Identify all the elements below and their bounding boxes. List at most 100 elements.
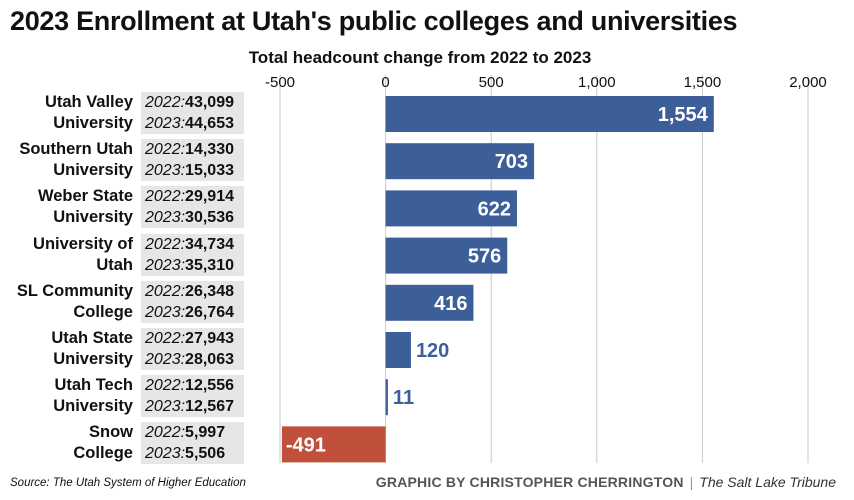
institution-row: Weber State University 2022:29,914 2023:30,… (0, 186, 260, 230)
credit-line: GRAPHIC BY CHRISTOPHER CHERRINGTON | The S… (376, 474, 836, 490)
institution-row: Southern Utah University 2022:14,330 2023:1… (0, 139, 260, 183)
institution-name-line: SL Community (16, 281, 133, 300)
year-label: 2023: (145, 398, 186, 416)
year-label: 2022: (145, 235, 186, 253)
year-label: 2023: (145, 445, 186, 463)
bars (281, 96, 714, 463)
institution-name-line: University (53, 397, 133, 416)
enrollment-2023: 2023:44,653 (145, 113, 234, 134)
bar-value-label: 11 (393, 387, 414, 409)
enrollment-value: 30,536 (185, 209, 234, 227)
enrollment-value: 15,033 (185, 162, 234, 180)
enrollment-2022: 2022:14,330 (145, 139, 234, 160)
institution-name-line: College (73, 302, 133, 321)
x-tick-label: 0 (381, 74, 389, 91)
enrollment-box: 2022:34,734 2023:35,310 (141, 233, 244, 276)
enrollment-value: 34,734 (185, 235, 234, 253)
year-label: 2022: (145, 330, 186, 347)
institution-row: University of Utah 2022:34,734 2023:35,310 (0, 233, 260, 278)
bar (385, 379, 388, 416)
x-tick-label: 2,000 (789, 74, 827, 91)
year-label: 2022: (145, 424, 186, 442)
institution-name-line: Utah Valley (44, 93, 133, 111)
enrollment-value: 26,348 (185, 282, 234, 300)
institution-name: Weber State University (0, 186, 133, 228)
enrollment-box: 2022:12,556 2023:12,567 (141, 375, 244, 418)
enrollment-value: 5,997 (185, 424, 226, 442)
year-label: 2023: (145, 209, 186, 227)
enrollment-value: 26,764 (185, 303, 234, 321)
bar (281, 426, 386, 463)
byline: GRAPHIC BY CHRISTOPHER CHERRINGTON (375, 474, 684, 490)
year-label: 2022: (145, 94, 186, 111)
enrollment-2023: 2023:5,506 (145, 443, 225, 464)
enrollment-value: 14,330 (185, 141, 234, 159)
x-axis-label: Total headcount change from 2022 to 2023 (249, 48, 592, 67)
bar-value-label: 416 (434, 293, 467, 315)
institution-name: University of Utah (0, 234, 133, 276)
institution-name: Utah Tech University (0, 375, 133, 417)
institution-name-line: College (73, 444, 133, 463)
institution-row: Utah State University 2022:27,943 2023:28,0… (0, 328, 260, 372)
institution-name-line: University (53, 114, 133, 132)
institution-name-line: University of (33, 234, 133, 253)
year-label: 2022: (145, 282, 186, 300)
enrollment-value: 43,099 (185, 94, 234, 111)
enrollment-value: 29,914 (185, 188, 234, 206)
enrollment-value: 27,943 (185, 330, 234, 347)
enrollment-2022: 2022:12,556 (145, 375, 234, 396)
bar (385, 143, 535, 180)
bar-value-labels: 1,554 703 622 576 416 120 11 -491 (286, 104, 709, 456)
institution-name: Utah State University (0, 328, 133, 370)
x-tick-labels: -500 0 500 1,000 1,500 2,000 (265, 74, 827, 91)
year-label: 2023: (145, 303, 186, 321)
institution-list: Utah Valley University 2022:43,099 2023:44,… (0, 0, 260, 500)
enrollment-box: 2022:27,943 2023:28,063 (141, 328, 244, 370)
enrollment-2023: 2023:12,567 (145, 396, 234, 417)
year-label: 2022: (145, 188, 186, 206)
bar (385, 237, 508, 274)
bar-value-label: -491 (286, 434, 326, 456)
institution-row: Snow College 2022:5,997 2023:5,506 (0, 422, 260, 466)
institution-name: Utah Valley University (0, 92, 133, 134)
year-label: 2022: (145, 141, 186, 159)
year-label: 2023: (145, 162, 186, 180)
bar-value-label: 1,554 (658, 104, 709, 126)
enrollment-2022: 2022:27,943 (145, 328, 234, 349)
year-label: 2023: (145, 115, 186, 132)
enrollment-value: 12,556 (185, 377, 234, 395)
credit-separator: | (689, 474, 694, 490)
year-label: 2023: (145, 351, 186, 368)
enrollment-box: 2022:43,099 2023:44,653 (141, 92, 244, 134)
enrollment-box: 2022:14,330 2023:15,033 (141, 139, 244, 182)
enrollment-2022: 2022:34,734 (145, 234, 234, 255)
enrollment-box: 2022:5,997 2023:5,506 (141, 422, 244, 465)
enrollment-2022: 2022:5,997 (145, 422, 225, 443)
institution-name: Snow College (0, 422, 133, 464)
bar-value-label: 576 (468, 246, 501, 268)
enrollment-value: 35,310 (185, 256, 234, 274)
institution-name-line: University (53, 208, 133, 227)
year-label: 2022: (145, 377, 186, 395)
enrollment-box: 2022:26,348 2023:26,764 (141, 280, 244, 323)
bar (385, 284, 474, 321)
institution-row: SL Community College 2022:26,348 2023:26,76… (0, 280, 260, 325)
x-tick-label: 500 (479, 74, 504, 91)
institution-name-line: Utah Tech (54, 376, 133, 395)
publisher: The Salt Lake Tribune (699, 474, 836, 490)
bar (385, 96, 714, 132)
year-label: 2023: (145, 256, 186, 274)
institution-name-line: University (53, 350, 133, 368)
bar-value-label: 622 (478, 198, 511, 220)
source-note: Source: The Utah System of Higher Educat… (10, 477, 246, 489)
enrollment-value: 28,063 (185, 351, 234, 368)
enrollment-value: 5,506 (185, 445, 226, 463)
institution-row: Utah Tech University 2022:12,556 2023:12,56… (0, 375, 260, 419)
institution-name: SL Community College (0, 281, 133, 323)
institution-name-line: Weber State (37, 187, 133, 206)
x-tick-label: 1,500 (684, 74, 722, 91)
x-tick-label: -500 (265, 74, 295, 91)
enrollment-2023: 2023:28,063 (145, 349, 234, 370)
institution-row: Utah Valley University 2022:43,099 2023:44,… (0, 92, 260, 136)
